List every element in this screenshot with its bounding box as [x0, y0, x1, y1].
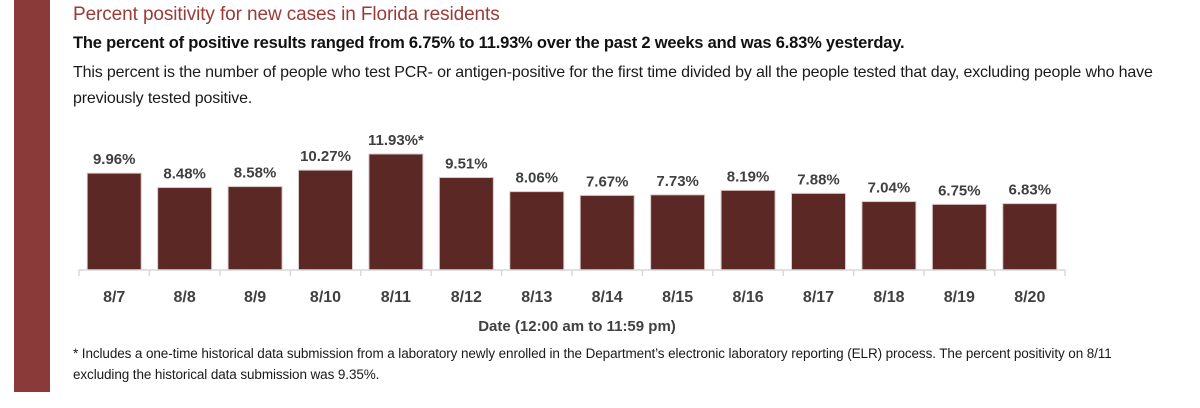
value-label: 6.75%	[938, 182, 981, 199]
x-tick-label: 8/13	[521, 289, 552, 306]
x-tick-label: 8/18	[873, 289, 904, 306]
x-tick-label: 8/14	[592, 289, 623, 306]
value-label: 7.73%	[656, 173, 699, 190]
bar-8-10	[298, 169, 353, 271]
x-tick-label: 8/9	[244, 289, 266, 306]
x-tick-label: 8/8	[174, 289, 196, 306]
bar-8-18	[861, 201, 917, 271]
value-labels-group: 9.96% 8/7 8.48% 8/8 8.58% 8/9 10.27% 8/10 11.93%…	[93, 132, 1051, 306]
x-axis	[78, 269, 1066, 276]
value-label: 8.48%	[163, 166, 206, 183]
x-tick-label: 8/10	[310, 289, 341, 306]
bar-8-13	[509, 191, 565, 271]
bars-group	[86, 153, 1058, 271]
value-label: 9.51%	[445, 156, 488, 173]
chart-title: Percent positivity for new cases in Flor…	[73, 4, 500, 25]
value-label: 7.67%	[586, 173, 629, 190]
value-label: 7.88%	[797, 171, 840, 188]
value-label: 7.04%	[868, 180, 911, 197]
bar-8-9	[227, 186, 283, 271]
x-tick-label: 8/7	[103, 289, 125, 306]
x-tick-label: 8/16	[733, 289, 764, 306]
x-axis-title: Date (12:00 am to 11:59 pm)	[478, 318, 676, 335]
value-label: 9.96%	[93, 151, 136, 168]
x-tick-label: 8/20	[1014, 289, 1045, 306]
x-tick-label: 8/19	[944, 289, 975, 306]
chart-summary: The percent of positive results ranged f…	[73, 34, 905, 52]
bar-8-17	[791, 192, 846, 271]
bar-8-14	[579, 194, 635, 271]
bar-chart: 9.96% 8/7 8.48% 8/8 8.58% 8/9 10.27% 8/10 11.93%…	[78, 132, 1066, 335]
accent-sidebar	[14, 0, 50, 392]
footnote: * Includes a one-time historical data su…	[73, 346, 1112, 382]
bar-8-11	[368, 153, 424, 271]
bar-8-8	[157, 187, 213, 271]
x-tick-label: 8/17	[803, 289, 834, 306]
bar-8-16	[720, 189, 776, 271]
value-label: 10.27%	[300, 148, 351, 165]
bar-8-15	[650, 194, 706, 271]
value-label: 8.19%	[727, 168, 770, 185]
bar-8-7	[86, 172, 142, 271]
x-tick-label: 8/12	[451, 289, 482, 306]
value-label: 6.83%	[1009, 182, 1052, 199]
value-label: 11.93%*	[368, 132, 424, 149]
x-tick-label: 8/15	[662, 289, 693, 306]
bar-8-20	[1002, 203, 1058, 271]
value-label: 8.58%	[234, 165, 277, 182]
bar-8-12	[438, 177, 494, 271]
bar-8-19	[931, 203, 987, 271]
x-tick-label: 8/11	[381, 289, 411, 306]
chart-description: This percent is the number of people who…	[73, 64, 1153, 107]
value-label: 8.06%	[516, 170, 559, 187]
